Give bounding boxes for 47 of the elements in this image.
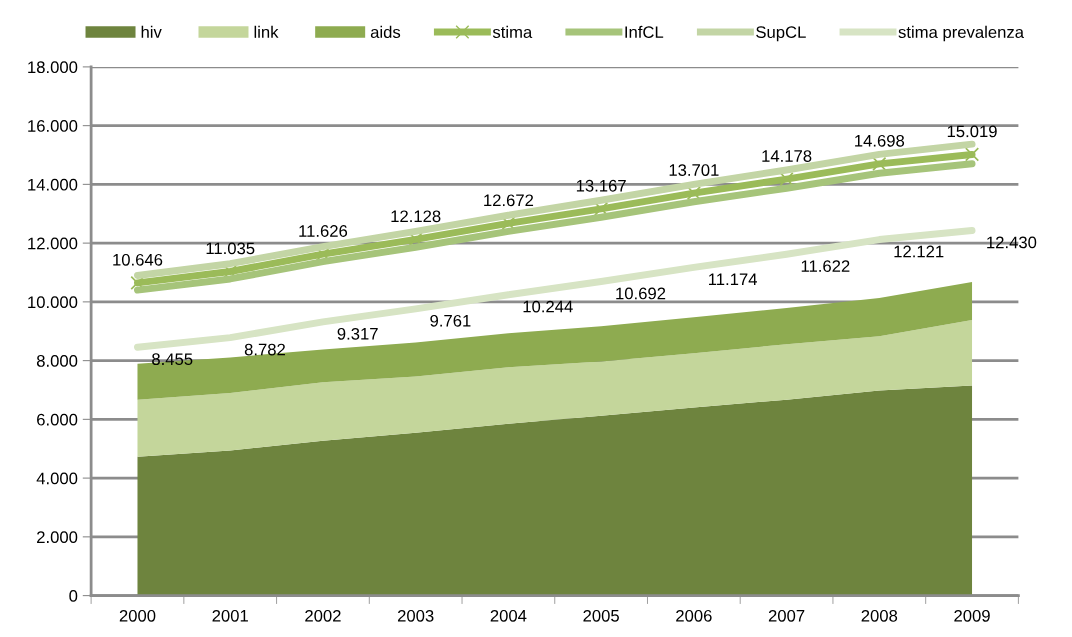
x-tick-label: 2000 (119, 609, 156, 622)
data-label: 12.430 (987, 236, 1037, 249)
y-tick-label: 16.000 (28, 120, 78, 132)
data-label: 10.646 (113, 253, 163, 266)
data-label: 14.178 (762, 150, 812, 162)
data-label: 9.761 (430, 314, 471, 327)
data-label: 15.019 (947, 125, 997, 138)
data-label: 12.121 (894, 245, 944, 258)
legend-label: aids (370, 25, 401, 39)
y-tick-label: 12.000 (28, 237, 78, 250)
y-tick-label: 8.000 (36, 355, 78, 367)
x-tick-label: 2008 (861, 609, 898, 622)
legend-label: stima (492, 25, 533, 39)
x-tick-label: 2006 (676, 609, 712, 622)
x-tick-label: 2007 (768, 609, 805, 622)
data-label: 11.035 (206, 242, 255, 255)
y-tick-label: 0 (69, 590, 78, 602)
legend-label: SupCL (756, 26, 806, 42)
data-label: 11.174 (709, 273, 757, 286)
data-label: 10.692 (616, 287, 666, 300)
data-label: 13.167 (576, 179, 626, 192)
x-tick-label: 2001 (212, 609, 248, 622)
legend-label: hiv (141, 25, 162, 38)
data-label: 12.672 (484, 194, 534, 207)
data-label: 12.128 (391, 210, 441, 223)
x-tick-label: 2003 (397, 609, 434, 622)
legend-label: stima prevalenza (898, 25, 1024, 42)
y-tick-label: 10.000 (28, 296, 78, 309)
y-tick-label: 14.000 (28, 178, 78, 191)
y-tick-label: 4.000 (36, 472, 78, 485)
y-tick-label: 2.000 (37, 531, 78, 544)
data-label: 14.698 (855, 134, 905, 147)
x-tick-label: 2004 (490, 609, 527, 622)
data-label: 11.622 (801, 260, 850, 273)
data-label: 8.782 (244, 343, 285, 356)
y-tick-label: 6.000 (37, 413, 78, 426)
x-tick-label: 2009 (954, 609, 990, 622)
data-label: 9.317 (337, 327, 378, 340)
data-label: 10.244 (523, 300, 573, 313)
data-label: 8.455 (152, 353, 193, 366)
x-tick-label: 2005 (583, 609, 619, 622)
data-label: 11.626 (299, 225, 348, 237)
data-label: 13.701 (669, 164, 719, 176)
y-tick-label: 18.000 (28, 61, 78, 74)
legend-label: link (254, 25, 279, 38)
legend-label: InfCL (625, 25, 664, 39)
x-tick-label: 2002 (305, 609, 341, 622)
